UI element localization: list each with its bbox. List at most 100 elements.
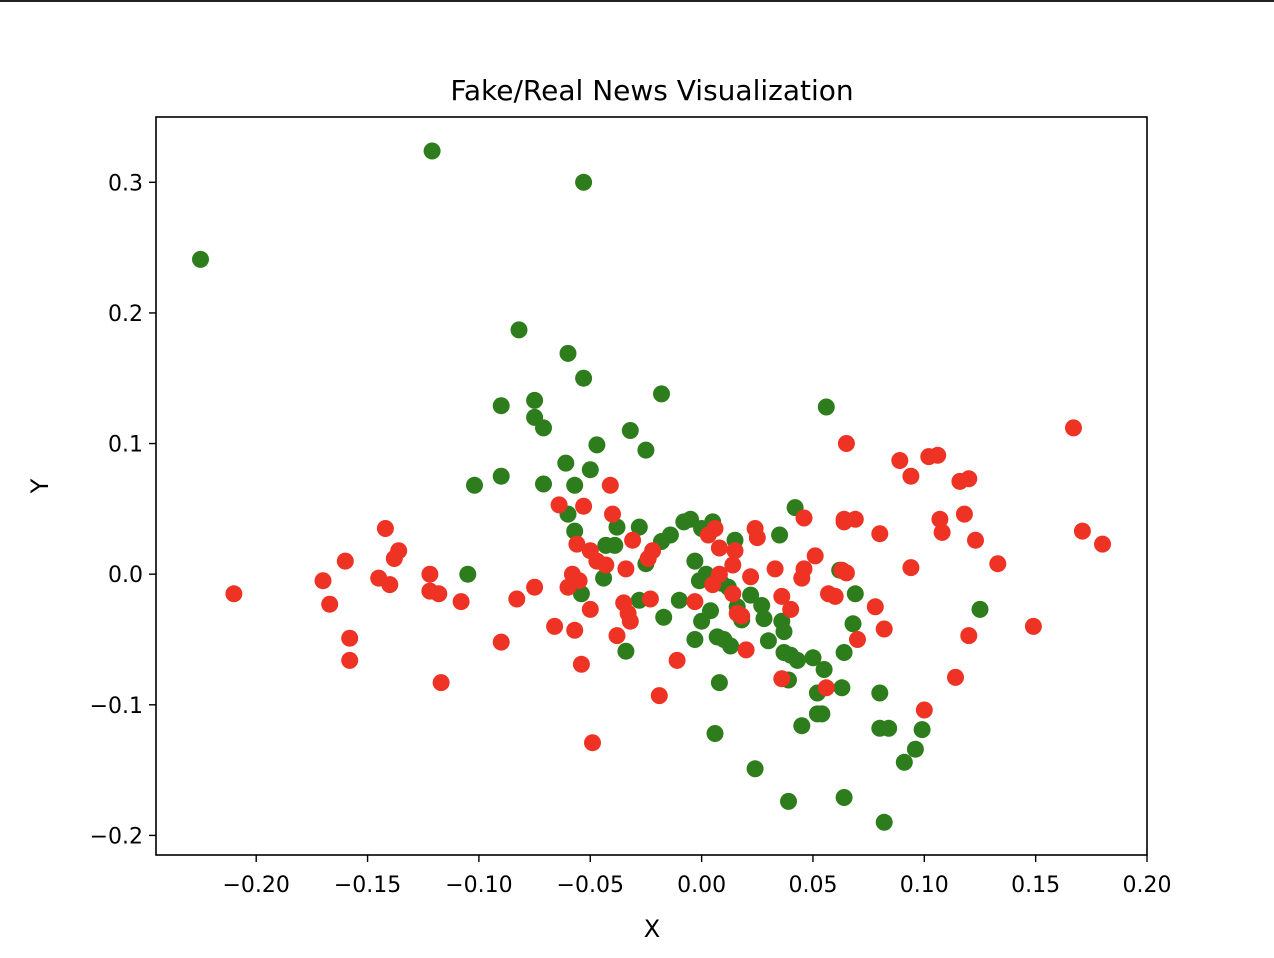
data-point-series-1-37 <box>686 552 704 570</box>
data-point-series-2-5 <box>891 452 909 469</box>
data-point-series-2-51 <box>421 565 439 583</box>
data-point-series-1-85 <box>906 740 924 758</box>
data-point-series-1-71 <box>815 661 833 678</box>
data-point-series-1-82 <box>880 719 898 737</box>
data-point-series-1-9 <box>492 397 510 415</box>
data-point-series-1-21 <box>566 476 584 494</box>
data-point-series-2-61 <box>526 578 544 596</box>
data-point-series-1-57 <box>693 612 711 630</box>
data-point-series-1-47 <box>753 597 771 614</box>
data-point-series-2-59 <box>704 576 722 594</box>
y-tick-label: −0.1 <box>90 694 143 719</box>
data-point-series-1-83 <box>913 721 931 739</box>
data-point-series-2-49 <box>837 564 855 582</box>
data-point-series-2-10 <box>550 496 568 514</box>
data-point-series-1-89 <box>835 789 853 806</box>
data-point-series-2-70 <box>641 590 659 608</box>
data-point-series-1-77 <box>871 684 889 702</box>
data-point-series-1-46 <box>742 586 760 604</box>
y-tick-label: 0.3 <box>108 171 143 196</box>
data-point-series-2-95 <box>947 668 964 686</box>
data-point-series-1-48 <box>846 585 864 603</box>
data-point-series-2-90 <box>492 633 510 651</box>
data-point-series-2-41 <box>597 556 615 574</box>
data-point-series-2-87 <box>960 627 978 645</box>
y-axis: −0.2 −0.1 0.0 0.1 0.2 0.3 <box>90 171 156 849</box>
points-layer <box>192 142 1111 831</box>
chart-title: Fake/Real News Visualization <box>450 74 853 107</box>
data-point-series-2-56 <box>314 572 332 590</box>
data-point-series-2-47 <box>617 560 635 578</box>
data-point-series-2-34 <box>726 542 744 560</box>
data-point-series-1-26 <box>566 522 584 540</box>
y-tick-label: 0.0 <box>108 563 143 588</box>
data-point-series-1-39 <box>459 565 477 583</box>
data-point-series-2-9 <box>601 476 619 494</box>
data-point-series-2-12 <box>955 505 973 523</box>
x-tick-label: 0.20 <box>1123 873 1172 898</box>
data-point-series-1-12 <box>535 419 552 437</box>
data-point-series-2-66 <box>225 585 243 603</box>
data-point-series-2-99 <box>650 687 668 705</box>
data-point-series-2-11 <box>575 497 593 515</box>
data-point-series-2-45 <box>766 560 784 578</box>
data-point-series-1-61 <box>686 631 704 648</box>
data-point-series-2-74 <box>321 595 339 613</box>
data-point-series-2-84 <box>875 620 893 638</box>
data-point-series-1-14 <box>588 436 606 454</box>
data-point-series-1-56 <box>655 608 673 626</box>
window-top-border <box>0 0 1274 2</box>
x-tick-label: −0.15 <box>334 873 401 898</box>
data-point-series-1-70 <box>804 649 822 667</box>
x-tick-label: 0.00 <box>677 873 726 898</box>
data-point-series-1-24 <box>608 518 626 536</box>
data-point-series-2-83 <box>1024 617 1042 635</box>
x-axis-label: X <box>644 915 660 943</box>
x-tick-label: −0.10 <box>445 873 512 898</box>
data-point-series-2-86 <box>608 627 626 645</box>
data-point-series-1-6 <box>575 369 593 387</box>
data-point-series-1-5 <box>559 344 577 362</box>
data-point-series-1-31 <box>771 526 789 544</box>
data-point-series-2-69 <box>508 590 526 608</box>
data-point-series-2-31 <box>710 539 728 557</box>
data-point-series-2-80 <box>733 607 751 625</box>
data-point-series-2-36 <box>385 550 403 567</box>
data-point-series-2-53 <box>742 568 760 586</box>
data-point-series-2-22 <box>1073 522 1091 540</box>
data-point-series-2-39 <box>336 552 354 570</box>
data-point-series-2-71 <box>452 593 470 611</box>
data-point-series-2-72 <box>686 593 704 611</box>
data-point-series-1-76 <box>833 679 851 697</box>
data-point-series-1-3 <box>192 250 209 268</box>
data-point-series-2-101 <box>584 734 601 752</box>
data-point-series-2-100 <box>915 701 933 719</box>
data-point-series-2-96 <box>773 670 791 688</box>
data-point-series-2-25 <box>871 525 889 543</box>
x-tick-label: −0.20 <box>223 873 290 898</box>
x-tick-label: 0.05 <box>788 873 837 898</box>
x-tick-label: −0.05 <box>557 873 624 898</box>
data-point-series-1-17 <box>581 461 599 479</box>
data-point-series-2-16 <box>931 510 949 528</box>
y-tick-label: −0.2 <box>90 824 143 849</box>
data-point-series-2-28 <box>624 531 642 549</box>
data-point-series-1-19 <box>535 475 552 493</box>
data-point-series-2-42 <box>724 556 742 574</box>
data-point-series-2-67 <box>826 587 844 605</box>
y-axis-label: Y <box>26 478 54 494</box>
data-point-series-1-87 <box>746 760 764 778</box>
data-point-series-1-79 <box>813 705 831 723</box>
data-point-series-2-6 <box>902 467 920 485</box>
data-point-series-2-37 <box>639 550 657 567</box>
data-point-series-2-60 <box>381 576 399 594</box>
data-point-series-1-84 <box>706 725 724 742</box>
data-point-series-1-2 <box>575 173 593 191</box>
data-point-series-1-25 <box>630 518 648 536</box>
data-point-series-1-4 <box>510 321 528 339</box>
data-point-series-1-66 <box>617 642 635 660</box>
data-point-series-1-55 <box>755 610 773 628</box>
data-point-series-1-73 <box>710 674 728 692</box>
data-point-series-1-69 <box>788 651 806 669</box>
data-point-series-2-30 <box>568 535 586 553</box>
